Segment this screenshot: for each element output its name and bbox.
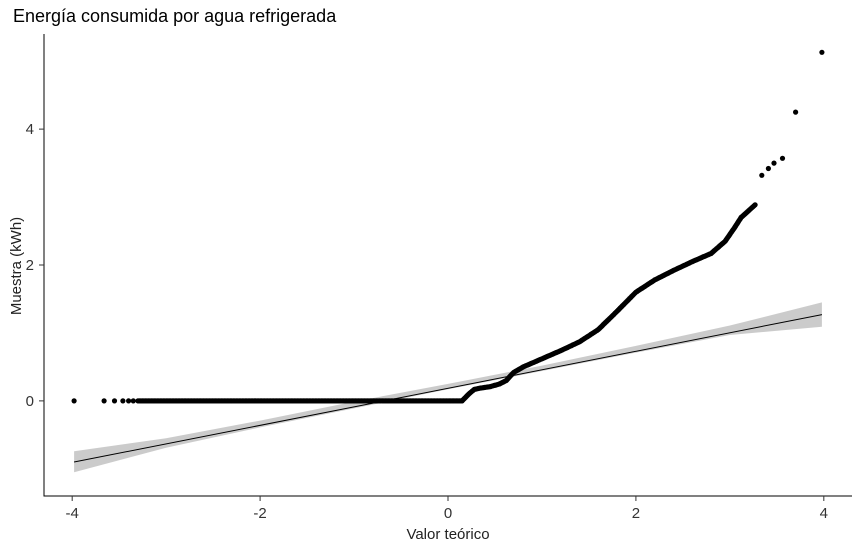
y-axis-title: Muestra (kWh) xyxy=(8,217,25,315)
y-tick-label: 4 xyxy=(26,121,34,138)
y-tick-label: 2 xyxy=(26,257,34,274)
reference-line xyxy=(73,314,823,463)
x-tick-label: -2 xyxy=(253,505,266,522)
x-tick-label: 4 xyxy=(820,505,828,522)
confidence-band-layer xyxy=(74,302,822,473)
x-tick-label: 2 xyxy=(632,505,640,522)
data-point xyxy=(771,160,777,166)
chart-title: Energía consumida por agua refrigerada xyxy=(13,6,337,26)
data-point xyxy=(759,172,765,178)
data-point xyxy=(71,398,77,404)
x-tick-label: 0 xyxy=(444,505,452,522)
data-point xyxy=(130,398,136,404)
data-point xyxy=(819,49,825,55)
data-point xyxy=(779,155,786,161)
axes-layer: -4 -2 0 2 4 0 2 4 xyxy=(26,34,852,522)
data-point xyxy=(111,398,118,404)
x-tick-label: -4 xyxy=(66,505,79,522)
y-tick-label: 0 xyxy=(26,393,34,410)
data-point xyxy=(101,398,107,404)
points-layer xyxy=(71,49,825,404)
data-point xyxy=(793,109,799,115)
reference-line-layer xyxy=(73,314,823,463)
data-point xyxy=(120,398,126,404)
data-point xyxy=(765,165,772,172)
data-point xyxy=(752,202,758,208)
data-point xyxy=(126,398,132,404)
x-axis-title: Valor teórico xyxy=(406,526,489,543)
confidence-band xyxy=(74,302,822,473)
